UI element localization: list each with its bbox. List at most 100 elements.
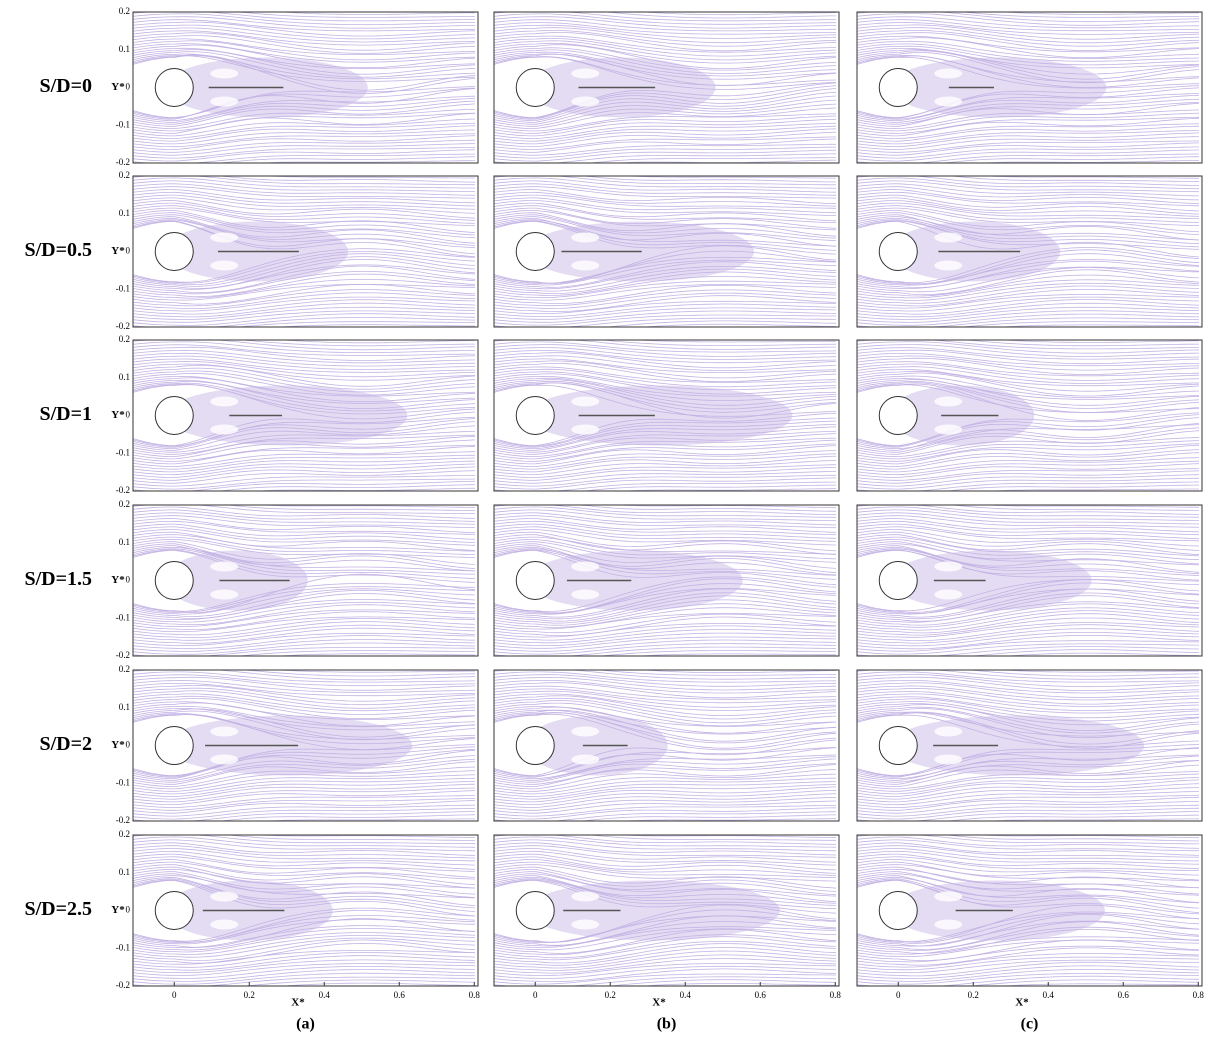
streamline bbox=[494, 550, 837, 586]
streamline bbox=[234, 12, 476, 18]
streamline bbox=[133, 248, 476, 283]
streamline bbox=[133, 108, 476, 129]
streamline bbox=[494, 375, 837, 397]
streamline bbox=[857, 704, 1200, 732]
streamline bbox=[133, 586, 476, 613]
streamline bbox=[260, 818, 475, 821]
streamline bbox=[857, 212, 1200, 235]
vortex bbox=[934, 396, 963, 407]
streamline bbox=[857, 712, 1200, 749]
streamline bbox=[857, 640, 1199, 652]
streamline bbox=[494, 856, 837, 874]
streamline bbox=[857, 117, 1200, 137]
streamline bbox=[133, 845, 476, 859]
streamline bbox=[133, 915, 476, 944]
streamline bbox=[494, 680, 837, 694]
row-label: S/D=0.5 bbox=[24, 239, 92, 261]
streamline bbox=[857, 856, 1200, 871]
streamline bbox=[857, 947, 1200, 966]
y-tick-label: -0.1 bbox=[116, 447, 130, 457]
streamline bbox=[494, 35, 837, 53]
streamline bbox=[133, 588, 476, 615]
streamline bbox=[133, 176, 475, 186]
streamline bbox=[133, 676, 476, 691]
streamline bbox=[494, 91, 837, 122]
streamline bbox=[133, 639, 476, 652]
y-tick-label: 0.2 bbox=[119, 334, 130, 344]
streamline bbox=[133, 466, 476, 481]
streamline bbox=[637, 12, 837, 16]
streamline bbox=[857, 112, 1200, 132]
cylinder bbox=[515, 561, 555, 600]
streamline bbox=[857, 189, 1200, 205]
streamline bbox=[133, 627, 476, 644]
streamline bbox=[133, 100, 476, 125]
streamline bbox=[857, 845, 1200, 858]
streamline bbox=[133, 642, 476, 655]
streamline bbox=[133, 273, 476, 298]
y-tick-label: 0 bbox=[126, 740, 131, 750]
streamline bbox=[857, 24, 1200, 40]
streamline bbox=[133, 43, 476, 63]
streamline bbox=[494, 543, 837, 569]
streamline bbox=[494, 268, 837, 292]
streamline bbox=[494, 800, 837, 814]
streamline bbox=[857, 547, 1200, 575]
panel bbox=[856, 834, 1203, 987]
streamline bbox=[857, 27, 1200, 44]
streamline bbox=[857, 363, 1200, 381]
streamline bbox=[133, 478, 476, 490]
streamline bbox=[494, 958, 837, 974]
streamline bbox=[857, 543, 1200, 566]
streamlines bbox=[133, 505, 476, 656]
streamline bbox=[133, 143, 475, 156]
streamline bbox=[133, 632, 476, 646]
streamline bbox=[133, 766, 476, 787]
streamline bbox=[133, 811, 475, 821]
streamline bbox=[494, 756, 837, 781]
streamline bbox=[133, 16, 476, 29]
streamline bbox=[494, 968, 837, 982]
streamline bbox=[494, 943, 837, 964]
streamline bbox=[637, 983, 837, 986]
streamline bbox=[494, 963, 837, 976]
streamline bbox=[494, 848, 837, 863]
panel-frame bbox=[132, 669, 479, 822]
streamline bbox=[133, 959, 476, 974]
streamline bbox=[494, 549, 837, 580]
streamline bbox=[857, 146, 1200, 159]
cylinder bbox=[154, 68, 194, 107]
streamline bbox=[494, 212, 837, 237]
vortex bbox=[210, 561, 239, 572]
streamline bbox=[494, 880, 837, 914]
panel bbox=[132, 834, 479, 987]
streamline bbox=[133, 856, 476, 872]
streamline bbox=[982, 176, 1200, 179]
streamline bbox=[494, 136, 837, 150]
streamline bbox=[494, 839, 837, 852]
streamline bbox=[494, 636, 837, 649]
vortex bbox=[571, 260, 600, 271]
streamline bbox=[494, 702, 837, 727]
streamline bbox=[494, 773, 837, 792]
streamline bbox=[494, 520, 837, 536]
streamline bbox=[857, 375, 1200, 398]
streamline bbox=[857, 180, 1200, 193]
streamline bbox=[133, 186, 475, 199]
streamline bbox=[857, 176, 1199, 186]
streamline bbox=[857, 16, 1199, 29]
vortex bbox=[934, 260, 963, 271]
streamline bbox=[494, 518, 837, 533]
streamline bbox=[494, 271, 837, 294]
streamline bbox=[133, 112, 476, 134]
vortex bbox=[210, 96, 239, 107]
streamline bbox=[603, 320, 837, 327]
streamline bbox=[857, 382, 1200, 413]
streamline bbox=[494, 341, 837, 353]
streamline bbox=[133, 770, 476, 790]
streamline bbox=[857, 266, 1200, 289]
streamline bbox=[857, 795, 1199, 808]
streamline bbox=[494, 366, 837, 383]
streamline bbox=[857, 548, 1200, 576]
streamline bbox=[133, 44, 476, 69]
